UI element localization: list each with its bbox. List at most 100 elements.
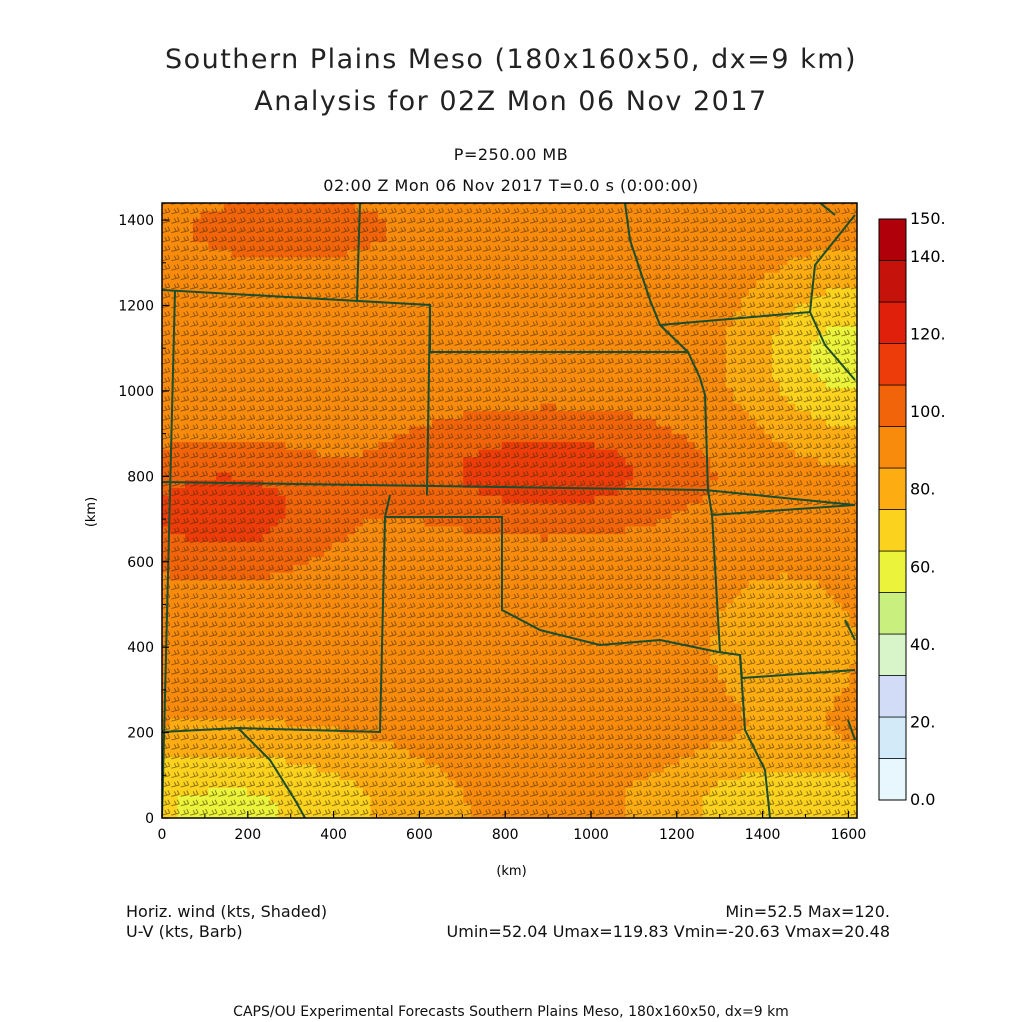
field-cell <box>355 302 364 312</box>
field-cell <box>239 418 248 427</box>
field-cell <box>494 233 503 243</box>
field-cell <box>331 495 341 504</box>
field-cell <box>185 733 194 742</box>
field-cell <box>277 395 287 404</box>
field-cell <box>640 587 650 596</box>
field-cell <box>270 241 279 250</box>
field-cell <box>308 318 318 327</box>
field-cell <box>378 756 387 765</box>
field-cell <box>440 310 449 319</box>
field-cell <box>192 756 202 765</box>
field-cell <box>293 679 302 688</box>
field-cell <box>200 226 209 235</box>
field-cell <box>447 456 457 465</box>
field-cell <box>571 548 580 558</box>
field-cell <box>579 425 588 435</box>
field-cell <box>277 556 287 565</box>
field-cell <box>555 318 565 327</box>
field-cell <box>440 687 449 696</box>
field-cell <box>347 326 356 335</box>
field-cell <box>378 203 387 212</box>
field-cell <box>470 741 480 750</box>
field-cell <box>501 326 511 335</box>
field-cell <box>594 602 603 612</box>
field-cell <box>362 671 372 681</box>
field-cell <box>617 326 626 335</box>
field-cell <box>594 787 603 796</box>
field-cell <box>509 564 518 573</box>
field-cell <box>432 587 441 596</box>
field-cell <box>301 802 310 811</box>
field-cell <box>463 587 472 596</box>
field-cell <box>270 310 279 319</box>
field-cell <box>617 241 626 250</box>
field-cell <box>254 779 263 788</box>
field-cell <box>385 449 395 458</box>
field-cell <box>270 326 279 335</box>
field-cell <box>594 794 603 804</box>
field-cell <box>370 718 379 727</box>
field-cell <box>447 633 457 642</box>
field-cell <box>185 548 194 558</box>
field-cell <box>571 287 580 296</box>
field-cell <box>223 610 233 619</box>
field-cell <box>548 479 557 489</box>
field-cell <box>440 464 449 473</box>
field-cell <box>432 372 441 381</box>
field-cell <box>200 633 209 642</box>
field-cell <box>277 210 287 219</box>
field-cell <box>586 295 596 304</box>
field-cell <box>285 379 294 389</box>
field-cell <box>424 595 433 604</box>
field-cell <box>231 326 240 335</box>
field-cell <box>609 679 619 688</box>
field-cell <box>339 372 348 381</box>
field-cell <box>385 687 395 696</box>
field-cell <box>548 579 557 588</box>
field-cell <box>579 564 588 573</box>
field-cell <box>239 295 248 304</box>
field-cell <box>424 664 433 673</box>
field-cell <box>223 510 233 519</box>
field-cell <box>509 687 518 696</box>
field-cell <box>579 379 588 389</box>
field-cell <box>555 395 565 404</box>
field-cell <box>470 625 480 635</box>
field-cell <box>548 349 557 358</box>
field-cell <box>293 456 302 465</box>
field-cell <box>517 495 526 504</box>
field-cell <box>463 372 472 381</box>
field-cell <box>586 210 596 219</box>
field-cell <box>540 695 549 704</box>
field-cell <box>409 472 418 481</box>
field-cell <box>633 595 642 604</box>
field-cell <box>625 779 634 788</box>
field-cell <box>185 587 194 596</box>
field-cell <box>609 541 619 550</box>
field-cell <box>470 272 480 281</box>
field-cell <box>440 810 449 818</box>
field-cell <box>524 641 534 650</box>
field-cell <box>555 456 565 465</box>
field-cell <box>586 256 596 266</box>
field-cell <box>586 318 596 327</box>
field-cell <box>316 710 325 719</box>
field-cell <box>301 372 310 381</box>
field-cell <box>339 272 348 281</box>
field-cell <box>231 449 240 458</box>
field-cell <box>401 664 410 673</box>
field-cell <box>524 418 534 427</box>
field-cell <box>254 656 263 665</box>
field-cell <box>262 279 271 289</box>
field-cell <box>640 671 650 681</box>
field-cell <box>478 610 487 619</box>
field-cell <box>285 579 294 588</box>
field-cell <box>162 502 171 512</box>
field-cell <box>370 402 379 412</box>
field-cell <box>586 241 596 250</box>
field-cell <box>192 671 202 681</box>
field-cell <box>432 410 441 419</box>
field-cell <box>231 487 240 496</box>
field-cell <box>339 687 348 696</box>
field-cell <box>177 656 186 665</box>
